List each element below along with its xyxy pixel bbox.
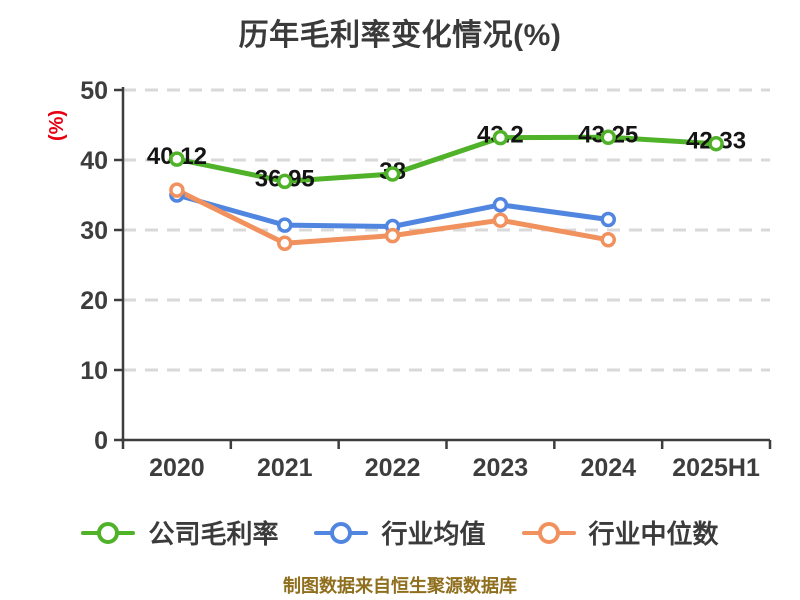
data-point-marker (169, 182, 185, 198)
legend-item: 行业均值 (314, 514, 486, 551)
legend-label: 公司毛利率 (148, 519, 279, 549)
y-tick-label: 0 (94, 427, 108, 455)
legend-label: 行业中位数 (588, 519, 719, 549)
data-point-marker (708, 135, 724, 152)
data-point-marker (384, 166, 401, 182)
data-point-marker (277, 173, 293, 190)
x-tick-label: 2025H1 (672, 454, 760, 482)
data-point-marker (600, 211, 616, 228)
x-tick-label: 2021 (257, 454, 313, 482)
y-tick-label: 30 (80, 217, 108, 245)
x-tick-label: 2024 (580, 454, 636, 482)
data-point-marker (169, 151, 185, 167)
data-point-marker (492, 212, 509, 228)
legend-marker-icon (81, 520, 136, 546)
chart-title: 历年毛利率变化情况(%) (238, 19, 562, 52)
x-tick-label: 2020 (149, 454, 205, 482)
y-tick-label: 40 (80, 147, 108, 175)
data-point-marker (492, 197, 509, 213)
data-point-marker (600, 129, 616, 145)
y-tick-label: 50 (80, 77, 108, 105)
series-line (174, 134, 719, 184)
data-point-marker (384, 227, 401, 244)
x-tick-label: 2023 (473, 454, 529, 482)
y-tick-label: 10 (80, 357, 108, 385)
data-point-marker (492, 129, 509, 146)
data-point-marker (277, 235, 293, 252)
legend-item: 行业中位数 (521, 514, 719, 551)
y-tick-label: 20 (80, 287, 108, 315)
data-point-marker (277, 217, 293, 233)
data-point-marker (600, 232, 616, 248)
legend-item: 公司毛利率 (81, 514, 278, 551)
legend: 公司毛利率 行业均值 行业中位数 (0, 514, 800, 551)
legend-marker-icon (314, 520, 369, 546)
legend-marker-icon (521, 520, 576, 546)
legend-label: 行业均值 (381, 519, 486, 549)
x-tick-label: 2022 (365, 454, 421, 482)
data-source-caption: 制图数据来自恒生聚源数据库 (283, 576, 517, 596)
